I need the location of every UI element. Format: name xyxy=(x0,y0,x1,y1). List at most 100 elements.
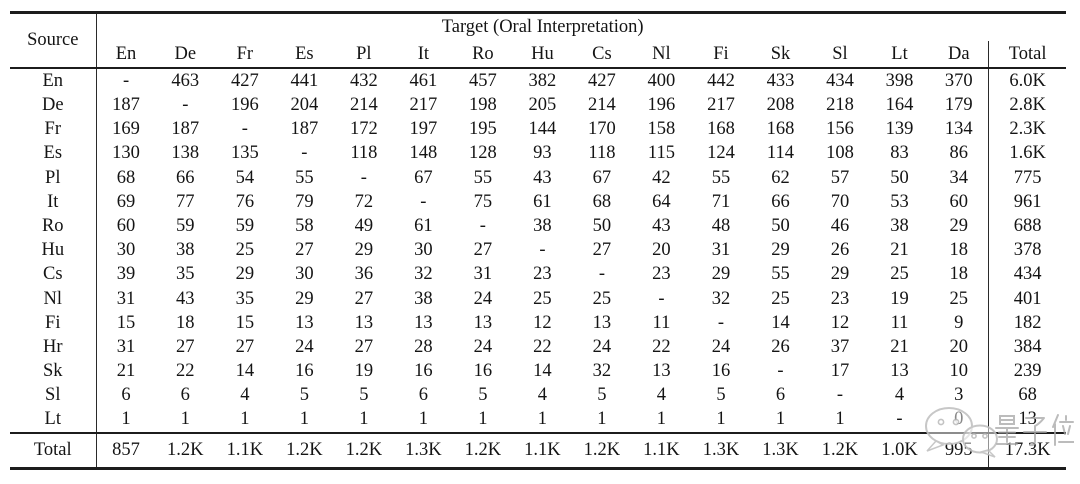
cell-hu-da: 18 xyxy=(949,240,969,261)
cell-en-fr: 427 xyxy=(230,70,259,91)
cell-sl-nl: 4 xyxy=(656,385,667,406)
cell-total-da: 995 xyxy=(944,440,973,461)
table-row-en: En - 463 427 441 432 461 457 382 427 400 442 433 434 3… xyxy=(10,68,1066,94)
cell-total-de: 1.2K xyxy=(167,440,204,461)
cell-hr-hu: 22 xyxy=(533,336,552,357)
cell-it-sl: 70 xyxy=(830,191,850,212)
interpretation-pair-count-table: Source Target (Oral Interpretation) En De… xyxy=(10,11,1066,470)
cell-nl-fr: 35 xyxy=(235,288,255,309)
cell-it-da: 60 xyxy=(949,191,969,212)
cell-cs-es: 30 xyxy=(295,264,314,285)
cell-lt-it: 1 xyxy=(418,409,428,430)
cell-lt-ro: 1 xyxy=(478,409,488,430)
row-label-ro: Ro xyxy=(10,214,97,239)
cell-nl-nl: - xyxy=(658,288,665,309)
cell-hr-total: 384 xyxy=(988,335,1066,360)
cell-fi-fr: 15 xyxy=(235,312,255,333)
cell-hr-ro: 24 xyxy=(473,336,493,357)
cell-sl-fr: 4 xyxy=(240,385,250,406)
cell-hr-fr: 27 xyxy=(235,336,255,357)
cell-de-fr: 196 xyxy=(230,95,259,116)
cell-es-es: - xyxy=(301,143,308,164)
cell-fi-it: 13 xyxy=(414,312,433,333)
table-row-fi: Fi 15 18 15 13 13 13 13 12 13 11 - 14 12 11 9 182 xyxy=(10,310,1066,336)
cell-total-cs: 1.2K xyxy=(583,440,621,461)
table-header: Source Target (Oral Interpretation) En De… xyxy=(10,12,1066,68)
cell-sk-nl: 13 xyxy=(652,361,671,382)
table-row-ro: Ro 60 59 59 58 49 61 - 38 50 43 48 50 46 38 29 688 xyxy=(10,214,1066,239)
cell-cs-sk: 55 xyxy=(771,264,790,285)
cell-ro-pl: 49 xyxy=(354,215,374,236)
cell-pl-cs: 67 xyxy=(592,167,612,188)
cell-pl-ro: 55 xyxy=(473,167,493,188)
cell-pl-de: 66 xyxy=(176,167,195,188)
cell-es-en: 130 xyxy=(112,143,140,164)
cell-lt-sk: 1 xyxy=(775,409,786,430)
cell-es-pl: 118 xyxy=(350,143,378,164)
cell-sl-en: 6 xyxy=(121,385,131,406)
cell-en-it: 461 xyxy=(409,70,438,91)
cell-lt-fr: 1 xyxy=(240,409,250,430)
row-label-cs: Cs xyxy=(10,262,97,287)
cell-lt-de: 1 xyxy=(180,409,190,430)
cell-nl-cs: 25 xyxy=(592,288,612,309)
cell-total-en: 857 xyxy=(112,440,140,461)
cell-ro-da: 29 xyxy=(949,215,969,236)
cell-es-sl: 108 xyxy=(826,143,854,164)
cell-fr-sk: 168 xyxy=(766,119,795,140)
cell-pl-en: 68 xyxy=(116,167,136,188)
cell-es-da: 86 xyxy=(949,143,969,164)
cell-hr-da: 20 xyxy=(949,336,969,357)
cell-fi-en: 15 xyxy=(116,312,136,333)
cell-fi-fi: - xyxy=(717,312,725,333)
column-letters-row: En De Fr Es Pl It Ro Hu Cs Nl Fi Sk Sl Lt Da Total xyxy=(10,41,1066,68)
cell-pl-fi: 55 xyxy=(711,167,731,188)
cell-sk-da: 10 xyxy=(949,361,969,382)
cell-fr-sl: 156 xyxy=(826,119,854,140)
cell-fi-ro: 13 xyxy=(473,312,493,333)
column-header-fi: Fi xyxy=(713,43,729,64)
column-header-ro: Ro xyxy=(472,43,494,64)
cell-sl-it: 6 xyxy=(418,385,428,406)
cell-it-total: 961 xyxy=(988,189,1066,215)
cell-fr-es: 187 xyxy=(290,119,319,140)
cell-hu-ro: 27 xyxy=(473,240,493,261)
cell-fi-nl: 11 xyxy=(652,312,671,333)
cell-sl-total: 68 xyxy=(988,383,1066,408)
cell-fr-fr: - xyxy=(241,119,248,140)
cell-hu-de: 38 xyxy=(176,240,195,261)
cell-it-pl: 72 xyxy=(354,191,374,212)
cell-pl-sl: 57 xyxy=(830,167,850,188)
table-row-hr: Hr 31 27 27 24 27 28 24 22 24 22 24 26 37 21 20 384 xyxy=(10,335,1066,360)
cell-sk-pl: 19 xyxy=(354,361,374,382)
cell-sk-sk: - xyxy=(777,361,784,382)
cell-total-hu: 1.1K xyxy=(524,440,561,461)
cell-hu-hu: - xyxy=(539,240,546,261)
row-label-sk: Sk xyxy=(10,359,97,384)
column-header-nl: Nl xyxy=(652,43,671,64)
cell-cs-cs: - xyxy=(598,264,605,285)
cell-hu-pl: 29 xyxy=(354,240,374,261)
cell-es-nl: 115 xyxy=(647,143,675,164)
cell-es-sk: 114 xyxy=(766,143,794,164)
cell-es-ro: 128 xyxy=(469,143,497,164)
cell-hr-sk: 26 xyxy=(771,336,790,357)
cell-cs-fi: 29 xyxy=(711,264,731,285)
cell-cs-hu: 23 xyxy=(533,264,552,285)
cell-fi-pl: 13 xyxy=(354,312,374,333)
cell-de-pl: 214 xyxy=(349,95,378,116)
cell-es-de: 138 xyxy=(171,143,200,164)
cell-hu-es: 27 xyxy=(295,240,314,261)
cell-en-total: 6.0K xyxy=(988,68,1066,94)
cell-fi-de: 18 xyxy=(176,312,195,333)
cell-it-ro: 75 xyxy=(473,191,493,212)
cell-fi-sk: 14 xyxy=(771,312,790,333)
cell-sk-lt: 13 xyxy=(890,361,909,382)
cell-sl-ro: 5 xyxy=(478,385,488,406)
cell-en-ro: 457 xyxy=(469,70,497,91)
cell-total-fi: 1.3K xyxy=(702,440,740,461)
table-body: En -463 427 441 432 461 457 382 427 400 442 433 434 3… xyxy=(10,68,1066,433)
column-header-pl: Pl xyxy=(356,43,372,64)
cell-fr-da: 134 xyxy=(944,119,973,140)
